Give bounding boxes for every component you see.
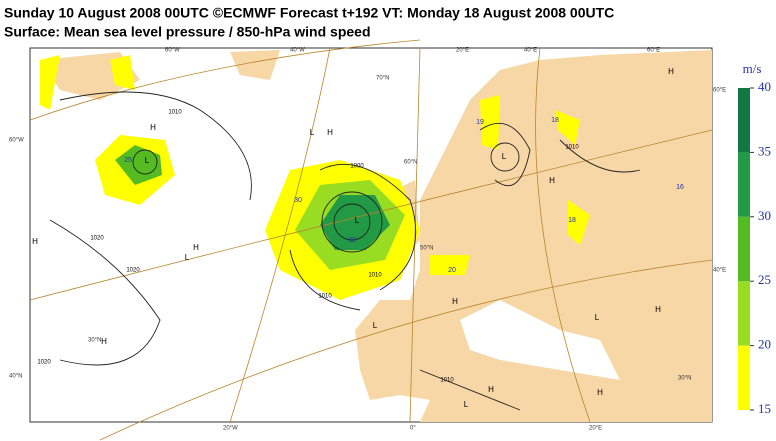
wind-label: 16 [676,184,684,191]
wind-label: 18 [551,117,559,124]
legend-band [738,216,750,282]
grid-label: 50°N [420,246,433,252]
map: 60°W 40°W 20°E 40°E 60°E 70°N 60°N 50°N … [9,39,726,441]
isobar-label: 1020 [126,268,140,274]
wind-area [320,195,390,250]
grid-label: 0° [410,426,416,432]
grid-label: 60°N [404,160,417,166]
isobar-label: 1000 [350,164,364,170]
isobar [132,149,158,175]
grid-label: 20°E [589,426,602,432]
pressure-centre: L [373,321,378,330]
legend-tick-label: 20 [758,337,771,352]
isobar-label: 1010 [318,294,332,300]
isobar-label: 1020 [37,360,51,366]
wind-label: 30 [348,237,356,244]
legend-tick-label: 30 [758,208,771,223]
pressure-centre: H [655,305,661,314]
legend-tick-label: 40 [758,79,771,94]
legend-unit: m/s [743,61,762,76]
pressure-centre: H [488,385,494,394]
wind-label: 30 [294,197,302,204]
grid-label: 40°E [713,268,726,274]
grid-label: 60°W [9,138,24,144]
wind-label: 18 [568,217,576,224]
isobar [49,91,641,411]
isobar-label: 1020 [90,236,104,242]
isobar-label: 1010 [168,110,182,116]
grid-label: 60°E [713,88,726,94]
isobar [490,142,520,172]
wind-label: 25 [124,157,132,164]
legend-band [738,88,750,153]
pressure-centre: H [549,176,555,185]
grid-label: 40°N [9,374,22,380]
pressure-centre: L [464,400,469,409]
isobar-label: 1010 [440,378,454,384]
pressure-centre: H [327,128,333,137]
legend-tick-label: 35 [758,143,771,158]
grid-label: 20°W [223,426,238,432]
pressure-centre: L [185,253,190,262]
legend: m/s 15 20 25 30 35 40 [738,61,771,416]
pressure-centre: H [150,123,156,132]
land [355,50,712,422]
pressure-centre: H [193,243,199,252]
isobar-label: 1010 [368,273,382,279]
pressure-centre: L [502,152,507,161]
pressure-centre: L [595,313,600,322]
legend-band [738,345,750,410]
graticule [29,39,713,441]
grid-label: 60°E [647,48,660,54]
wind-area [115,145,162,185]
pressure-centre: L [310,128,315,137]
title: Sunday 10 August 2008 00UTC ©ECMWF Forec… [4,5,614,21]
subtitle: Surface: Mean sea level pressure / 850-h… [4,24,371,40]
legend-band [738,281,750,346]
pressure-centre: L [355,216,360,225]
isobar [321,191,383,253]
pressure-centre: L [145,156,150,165]
grid-label: 30°N [88,338,101,344]
pressure-centre: H [101,337,107,346]
pressure-centre: H [597,388,603,397]
pressure-centre: H [452,297,458,306]
grid-label: 40°E [524,48,537,54]
grid-label: 20°E [456,48,469,54]
grid-label: 60°W [165,48,180,54]
wind-label: 19 [476,119,484,126]
grid-label: 40°W [290,48,305,54]
wind-label: 20 [448,267,456,274]
legend-band [738,152,750,217]
sea [460,300,620,380]
pressure-centre: H [668,67,674,76]
isobar [333,203,371,241]
land [40,50,420,260]
pressure-centre: H [32,237,38,246]
grid-label: 70°N [376,76,389,82]
isobar-label: 1010 [565,145,579,151]
legend-tick-label: 15 [758,401,771,416]
grid-label: 30°N [678,376,691,382]
legend-tick-label: 25 [758,272,771,287]
